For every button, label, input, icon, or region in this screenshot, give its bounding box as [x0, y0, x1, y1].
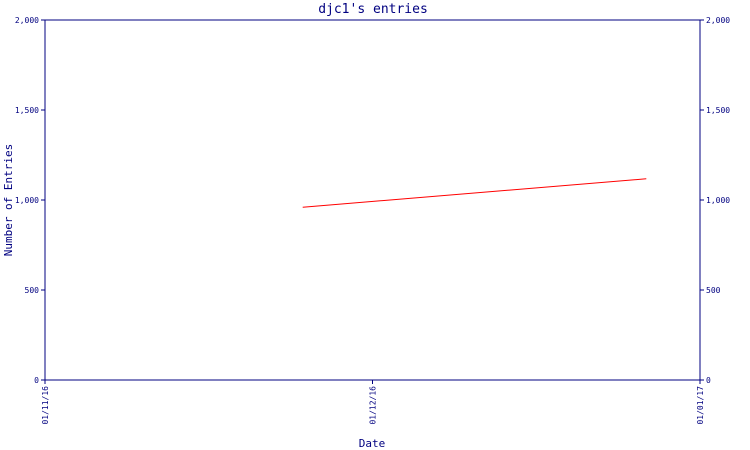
x-tick-label: 01/11/16 — [41, 386, 50, 425]
x-axis-label: Date — [359, 437, 386, 450]
y-tick-label-right: 1,500 — [706, 106, 730, 115]
y-tick-label-left: 1,500 — [15, 106, 39, 115]
y-tick-label-right: 500 — [706, 286, 721, 295]
plot-frame — [44, 19, 701, 381]
x-axis: 01/11/16 01/12/16 01/01/17 — [41, 380, 705, 425]
series-line — [302, 178, 647, 208]
series-layer — [302, 178, 647, 208]
y-tick-label-left: 1,000 — [15, 196, 39, 205]
y-axis-right: 0 500 1,000 1,500 2,000 — [700, 16, 730, 385]
y-tick-label-right: 2,000 — [706, 16, 730, 25]
y-tick-label-left: 0 — [34, 376, 39, 385]
x-tick-label: 01/01/17 — [696, 386, 705, 425]
y-axis-label: Number of Entries — [2, 144, 15, 257]
chart-title: djc1's entries — [318, 2, 428, 17]
y-tick-label-right: 0 — [706, 376, 711, 385]
y-tick-label-left: 500 — [25, 286, 40, 295]
x-tick-label: 01/12/16 — [369, 386, 378, 425]
y-axis-left: 0 500 1,000 1,500 2,000 — [15, 16, 45, 385]
y-tick-label-right: 1,000 — [706, 196, 730, 205]
y-tick-label-left: 2,000 — [15, 16, 39, 25]
